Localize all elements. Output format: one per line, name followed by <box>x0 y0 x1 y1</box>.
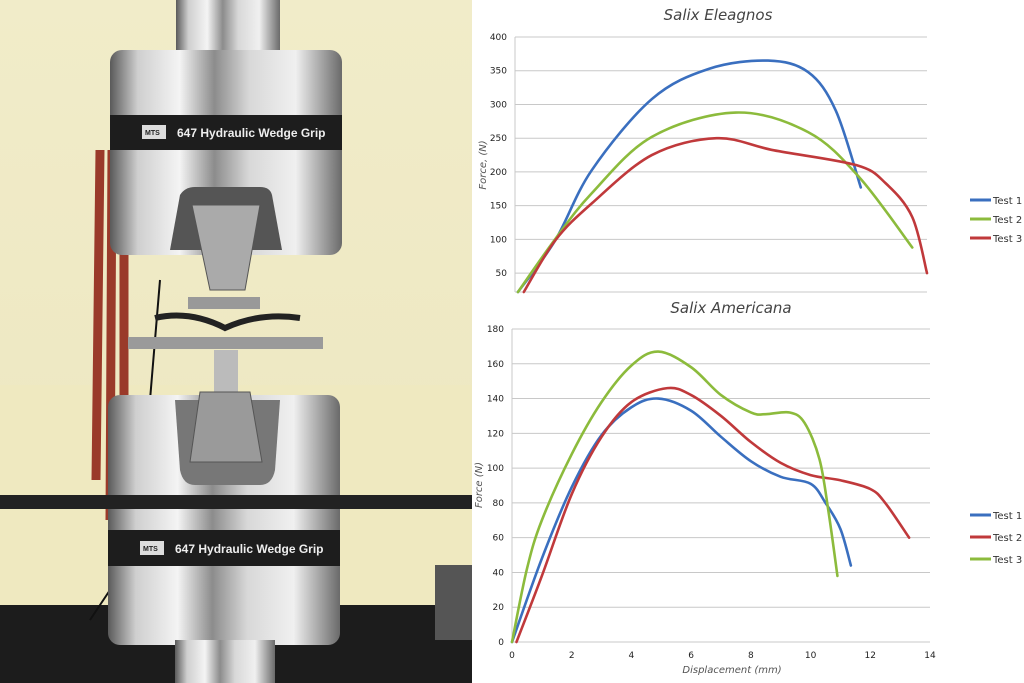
x-tick-label: 6 <box>688 651 694 661</box>
y-tick-label: 180 <box>487 325 504 335</box>
series-line-test-1 <box>510 397 853 644</box>
lower-grip-body <box>108 395 340 645</box>
y-tick-label: 50 <box>496 269 508 279</box>
upper-grip-body <box>110 50 342 255</box>
series-line-test-2 <box>515 386 911 644</box>
y-tick-label: 100 <box>487 464 504 474</box>
upper-wedge <box>191 204 261 291</box>
mts-logo-lower <box>140 541 164 555</box>
series-line-test-3 <box>522 136 929 294</box>
y-axis-label: Force, (N) <box>478 140 489 189</box>
specimen-upper-plate <box>188 297 260 309</box>
grip-label-upper: 647 Hydraulic Wedge Grip <box>177 126 326 140</box>
y-tick-label: 40 <box>493 568 505 578</box>
y-tick-label: 160 <box>487 360 504 370</box>
legend-label: Test 3 <box>992 234 1022 245</box>
series-line-test-3 <box>510 350 839 644</box>
chart-salix-americana: Salix Americana Force (N) Displacement (… <box>474 299 1022 676</box>
x-tick-label: 2 <box>569 651 575 661</box>
lower-wedge <box>189 391 263 463</box>
chart-title: Salix Eleagnos <box>664 6 773 24</box>
legend-label: Test 1 <box>992 196 1022 207</box>
legend-label: Test 3 <box>992 555 1022 566</box>
y-tick-label: 140 <box>487 395 504 405</box>
y-tick-label: 100 <box>490 235 507 245</box>
upper-column <box>176 0 280 55</box>
y-tick-label: 60 <box>493 534 505 544</box>
y-tick-label: 400 <box>490 33 507 43</box>
mts-brand-lower: MTS <box>143 546 158 553</box>
chart-salix-eleagnos: Salix Eleagnos Force, (N) 50 100 150 200 250… <box>478 6 1022 294</box>
series-line-test-1 <box>516 59 863 294</box>
x-tick-label: 4 <box>629 651 635 661</box>
y-tick-label: 200 <box>490 168 507 178</box>
black-arm <box>0 495 472 509</box>
tensile-test-photo: MTS 647 Hydraulic Wedge Grip MTS 647 Hyd… <box>0 0 472 683</box>
x-tick-label: 8 <box>748 651 754 661</box>
x-tick-label: 0 <box>509 651 515 661</box>
y-tick-label: 300 <box>490 100 507 110</box>
y-tick-label: 80 <box>493 499 505 509</box>
grip-label-lower: 647 Hydraulic Wedge Grip <box>175 542 324 556</box>
y-axis-label: Force (N) <box>474 462 485 508</box>
bending-fixture-bar <box>128 337 323 349</box>
x-axis-label: Displacement (mm) <box>682 665 781 676</box>
chart-title: Salix Americana <box>670 299 791 317</box>
legend-label: Test 2 <box>992 533 1022 544</box>
legend-label: Test 2 <box>992 215 1022 226</box>
x-tick-label: 10 <box>805 651 817 661</box>
fixture-stem <box>214 350 238 398</box>
y-tick-label: 250 <box>490 134 507 144</box>
y-tick-label: 20 <box>493 603 505 613</box>
y-tick-label: 0 <box>498 638 504 648</box>
lower-column <box>175 640 275 683</box>
mts-logo-upper <box>142 125 166 139</box>
y-tick-label: 150 <box>490 202 507 212</box>
x-tick-label: 14 <box>924 651 936 661</box>
side-box <box>435 565 472 640</box>
mts-brand-upper: MTS <box>145 130 160 137</box>
y-tick-label: 350 <box>490 67 507 77</box>
legend-label: Test 1 <box>992 511 1022 522</box>
x-tick-label: 12 <box>865 651 876 661</box>
y-tick-label: 120 <box>487 429 504 439</box>
bent-specimen <box>154 312 301 332</box>
